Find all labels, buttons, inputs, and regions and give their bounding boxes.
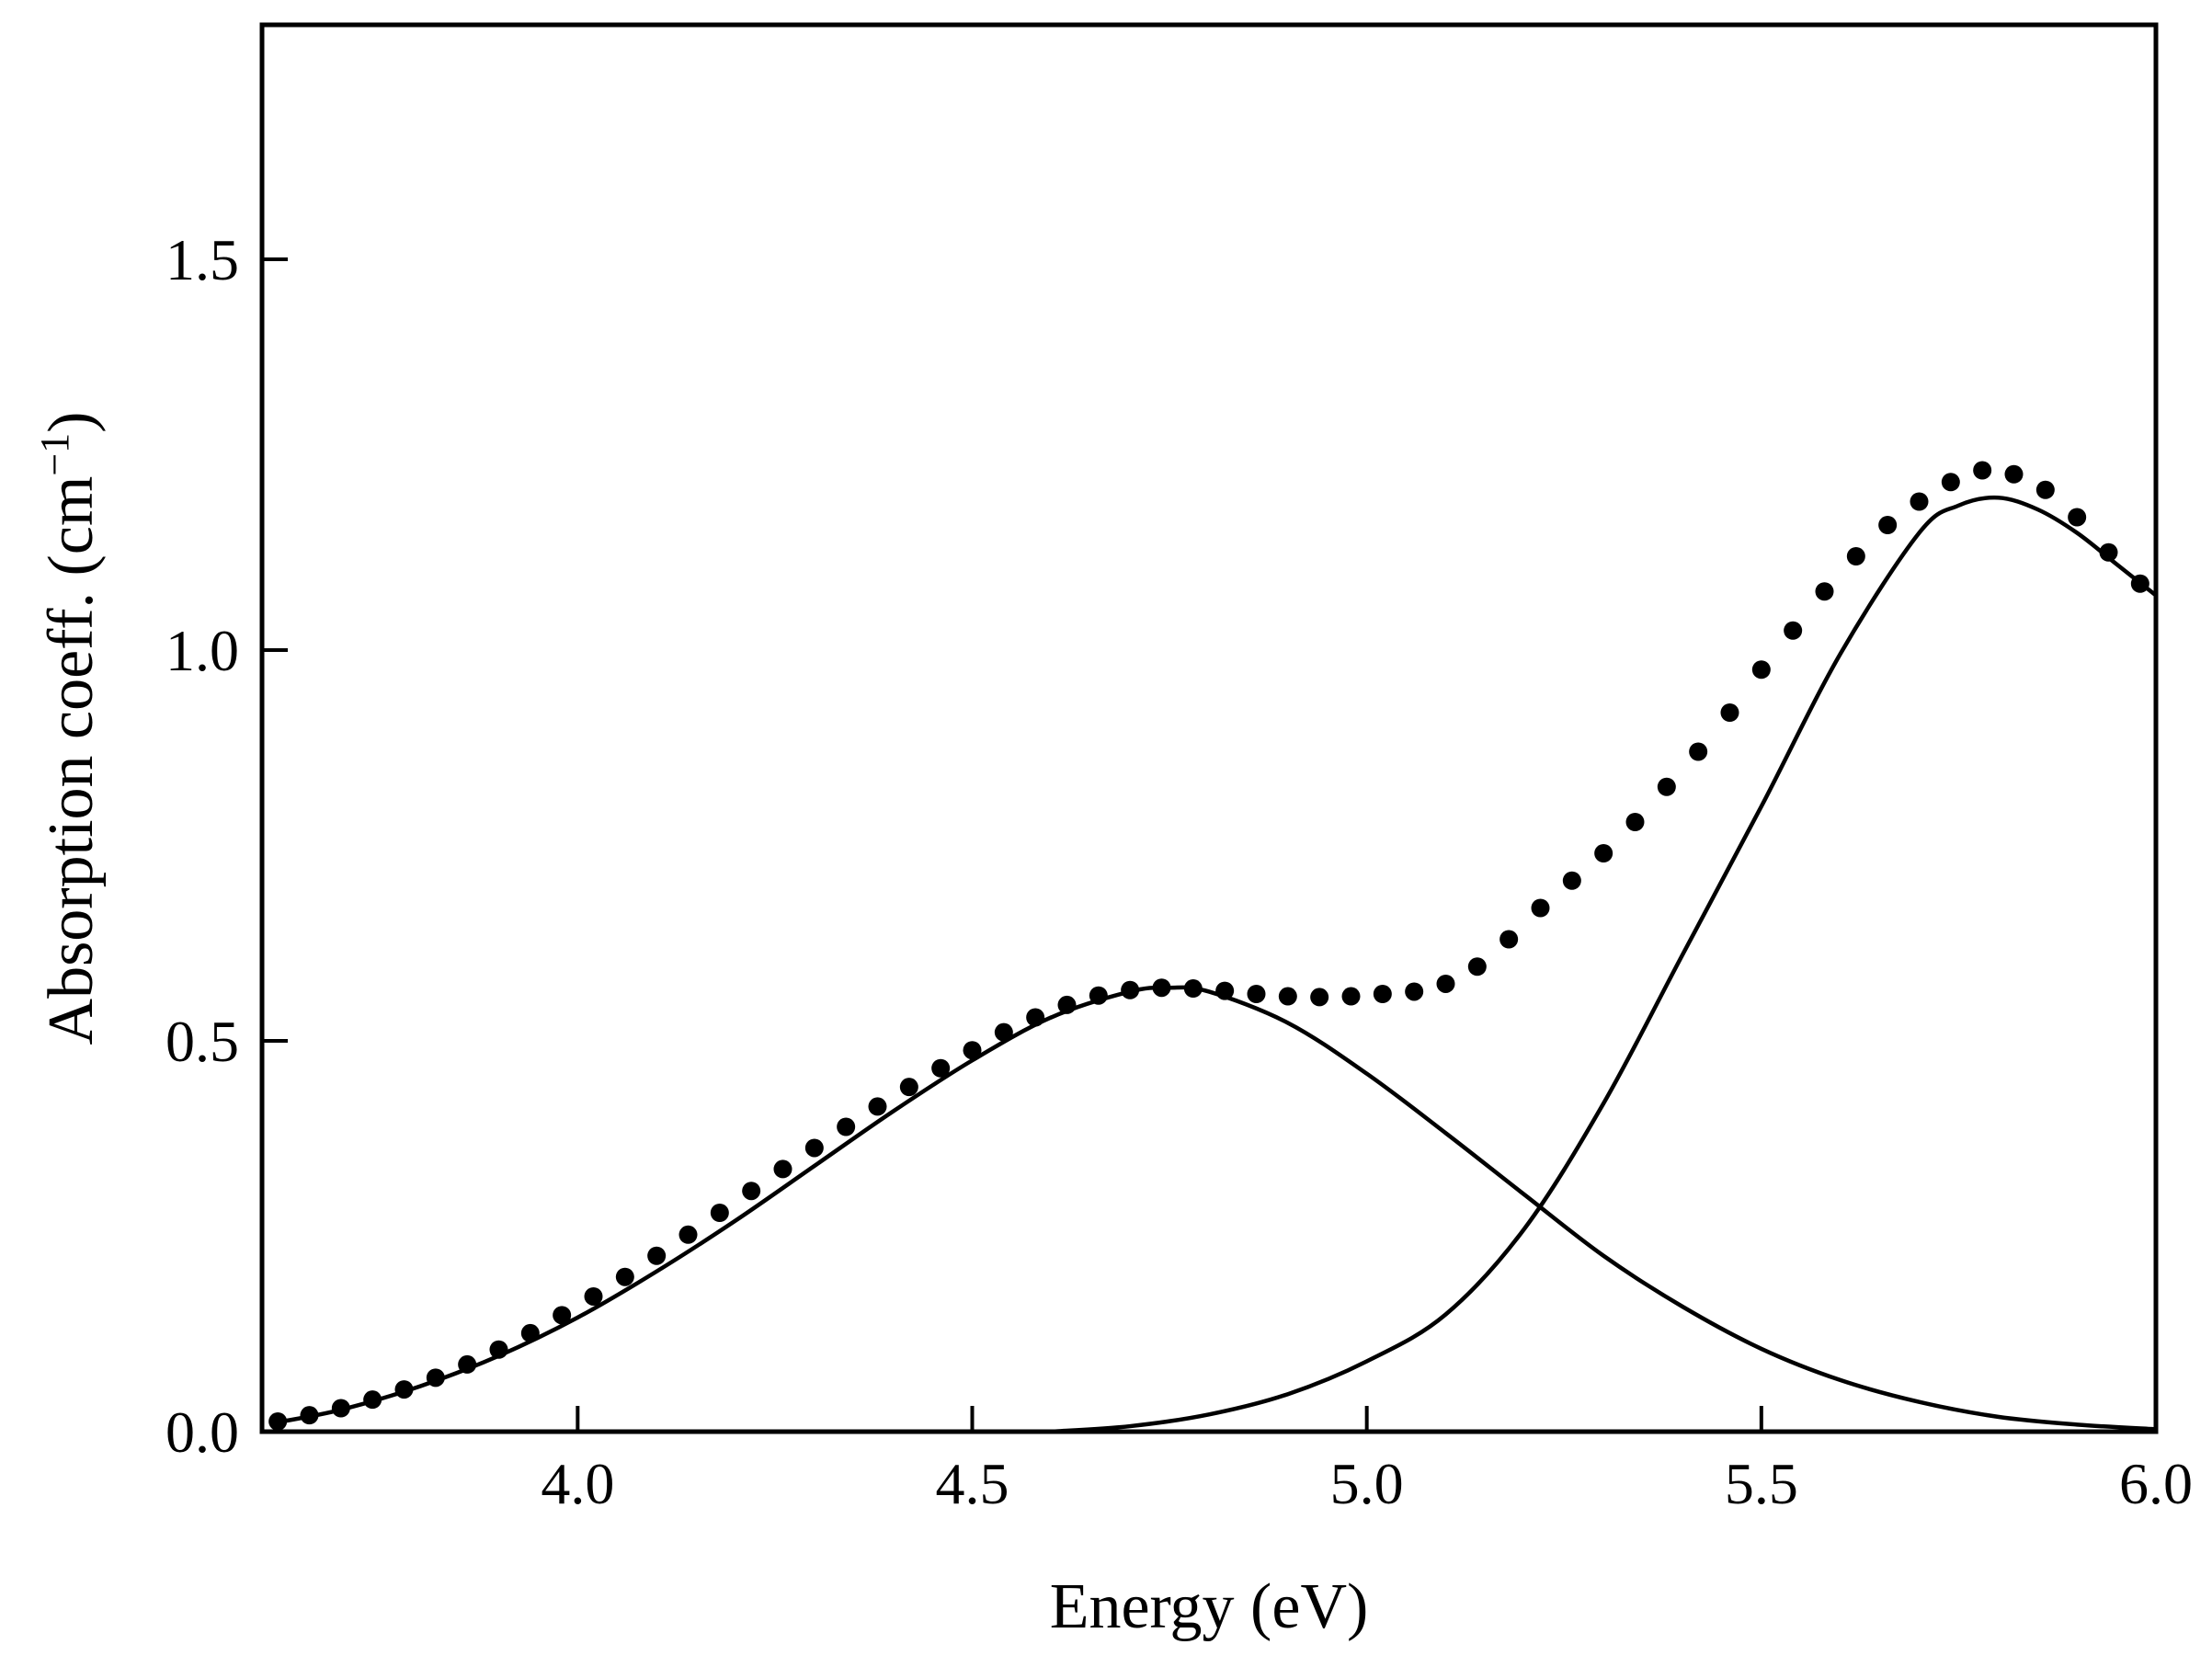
- data-point: [1436, 974, 1455, 993]
- y-tick-label: 1.5: [165, 227, 239, 292]
- data-point: [1499, 930, 1519, 949]
- data-point: [1278, 987, 1297, 1006]
- data-point: [2099, 542, 2118, 562]
- x-tick-label: 6.0: [2119, 1451, 2193, 1516]
- data-point: [1373, 985, 1392, 1003]
- data-point: [1751, 660, 1771, 680]
- data-point: [1562, 871, 1581, 890]
- y-tick-label: 0.5: [165, 1009, 239, 1074]
- data-point: [647, 1246, 667, 1265]
- data-point: [1846, 547, 1865, 565]
- y-tick-label: 0.0: [165, 1399, 239, 1465]
- x-axis-label: Energy (eV): [1050, 1571, 1369, 1642]
- plot-frame: [259, 22, 2159, 1434]
- x-tick-label: 4.0: [541, 1451, 614, 1516]
- data-point: [584, 1286, 603, 1306]
- data-point: [1784, 621, 1803, 640]
- data-point: [1720, 703, 1739, 722]
- series-band-1: [277, 985, 2157, 1432]
- data-point: [710, 1204, 729, 1222]
- data-point: [1531, 898, 1550, 918]
- data-point: [1594, 844, 1613, 862]
- data-point: [1341, 987, 1361, 1006]
- series-layer: [268, 461, 2158, 1434]
- data-point: [1310, 988, 1329, 1007]
- x-axis-ticks: 4.0 4.5 5.0 5.5 6.0: [541, 1406, 2193, 1516]
- y-axis-ticks: 0.0 0.5 1.0 1.5: [165, 227, 288, 1465]
- data-point: [1815, 582, 1834, 601]
- data-point: [963, 1041, 982, 1060]
- data-point: [773, 1159, 792, 1179]
- y-tick-label: 1.0: [165, 618, 239, 683]
- data-point: [1689, 742, 1708, 761]
- data-point: [1625, 813, 1645, 831]
- data-point: [2004, 464, 2024, 484]
- series-line: [277, 985, 2157, 1432]
- y-axis-label-close: ): [36, 412, 107, 433]
- series-line: [1051, 495, 2158, 1434]
- data-point: [1657, 777, 1676, 796]
- data-point: [1247, 985, 1266, 1003]
- data-point: [868, 1097, 887, 1116]
- data-point: [553, 1306, 572, 1325]
- series-band-2: [1051, 495, 2158, 1434]
- data-point: [678, 1225, 698, 1244]
- data-point: [2035, 480, 2055, 499]
- x-tick-label: 4.5: [936, 1451, 1009, 1516]
- data-point: [899, 1078, 918, 1097]
- data-point: [615, 1267, 634, 1286]
- data-point: [994, 1022, 1013, 1042]
- data-point: [1878, 516, 1898, 534]
- y-axis-label-superscript: −1: [32, 433, 77, 476]
- data-point: [1405, 982, 1424, 1001]
- data-point: [2068, 508, 2087, 527]
- data-point: [837, 1117, 856, 1136]
- x-tick-label: 5.5: [1725, 1451, 1798, 1516]
- data-point: [1910, 492, 1929, 511]
- x-tick-label: 5.0: [1330, 1451, 1404, 1516]
- data-point: [931, 1058, 951, 1078]
- data-point: [742, 1182, 761, 1201]
- y-axis-label-main: Absorption coeff. (cm: [36, 476, 107, 1045]
- y-axis-label: Absorption coeff. (cm−1): [32, 412, 107, 1045]
- data-point: [1467, 957, 1487, 976]
- data-point: [1941, 473, 1960, 492]
- data-point: [1973, 461, 1992, 480]
- data-point: [804, 1138, 824, 1158]
